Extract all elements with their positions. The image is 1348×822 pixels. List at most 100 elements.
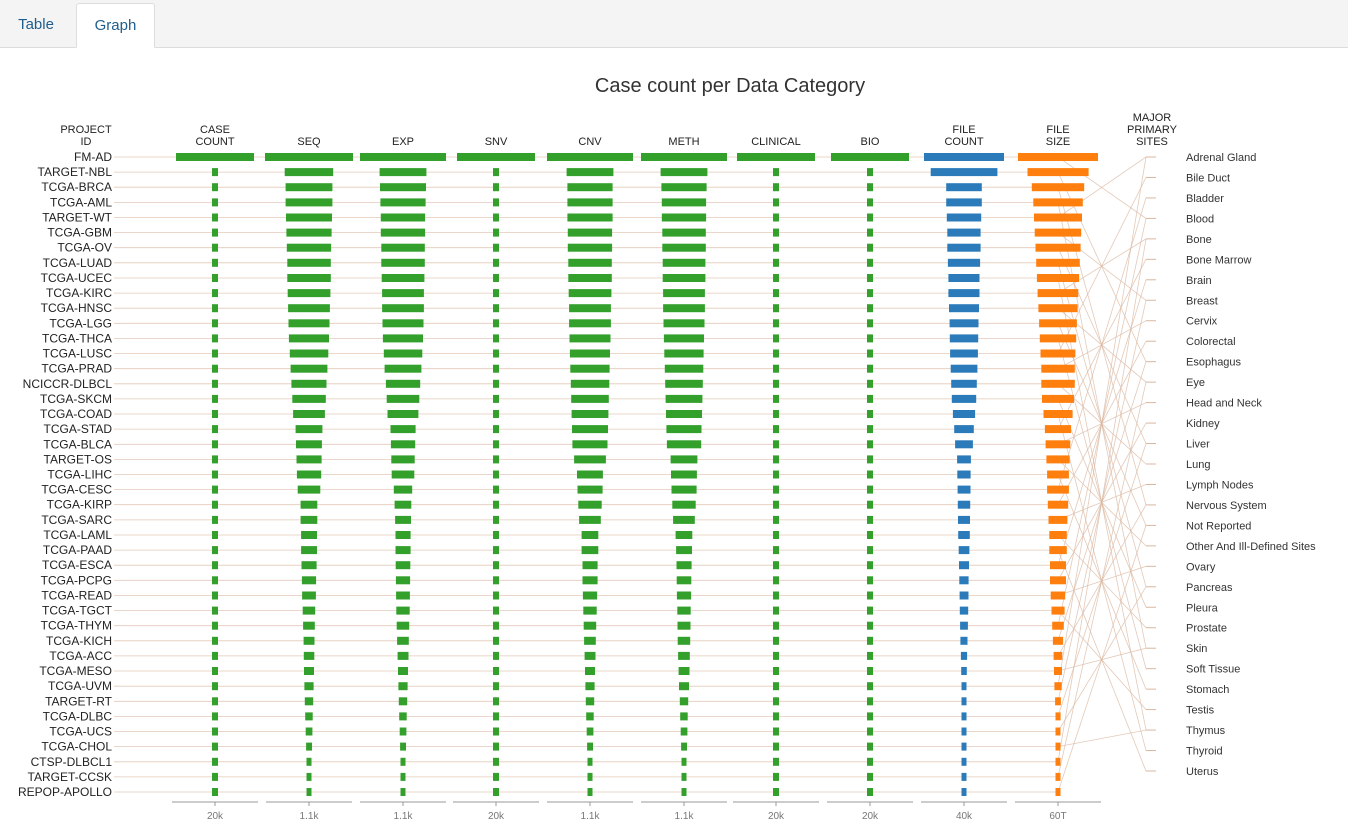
data-bar[interactable]	[867, 651, 873, 660]
data-bar[interactable]	[679, 697, 689, 706]
data-bar[interactable]	[493, 334, 499, 343]
data-bar[interactable]	[951, 394, 977, 403]
data-bar[interactable]	[867, 546, 873, 555]
data-bar[interactable]	[493, 425, 499, 434]
data-bar[interactable]	[773, 757, 779, 766]
data-bar[interactable]	[493, 183, 499, 192]
data-bar[interactable]	[303, 651, 315, 660]
data-bar[interactable]	[773, 394, 779, 403]
data-bar[interactable]	[867, 168, 873, 177]
data-bar[interactable]	[301, 561, 317, 570]
data-bar[interactable]	[867, 410, 873, 418]
data-bar[interactable]	[663, 319, 705, 328]
data-bar[interactable]	[493, 546, 499, 555]
data-bar[interactable]	[400, 757, 406, 766]
data-bar[interactable]	[493, 394, 499, 403]
data-bar[interactable]	[773, 500, 779, 509]
data-bar[interactable]	[867, 682, 873, 691]
data-bar[interactable]	[493, 349, 499, 358]
data-bar[interactable]	[680, 727, 688, 736]
data-bar[interactable]	[569, 349, 610, 358]
data-bar[interactable]	[212, 651, 218, 660]
data-bar[interactable]	[681, 757, 687, 766]
data-bar[interactable]	[493, 198, 499, 207]
data-bar[interactable]	[773, 228, 779, 237]
data-bar[interactable]	[867, 379, 873, 388]
data-bar[interactable]	[867, 455, 873, 464]
data-bar[interactable]	[773, 788, 779, 796]
data-bar[interactable]	[212, 168, 218, 177]
data-bar[interactable]	[287, 258, 331, 267]
data-bar[interactable]	[1048, 515, 1068, 524]
data-bar[interactable]	[663, 304, 705, 313]
data-bar[interactable]	[678, 667, 690, 675]
data-bar[interactable]	[493, 561, 499, 570]
data-bar[interactable]	[773, 546, 779, 555]
data-bar[interactable]	[773, 349, 779, 358]
data-bar[interactable]	[380, 183, 426, 192]
data-bar[interactable]	[867, 591, 873, 600]
data-bar[interactable]	[300, 515, 318, 524]
data-bar[interactable]	[1039, 319, 1077, 328]
data-bar[interactable]	[946, 198, 982, 207]
data-bar[interactable]	[773, 455, 779, 464]
data-bar[interactable]	[955, 440, 973, 449]
data-bar[interactable]	[305, 727, 313, 736]
data-bar[interactable]	[395, 515, 411, 524]
data-bar[interactable]	[493, 757, 499, 766]
data-bar[interactable]	[304, 697, 314, 706]
data-bar[interactable]	[950, 349, 978, 358]
data-bar[interactable]	[286, 228, 332, 237]
data-bar[interactable]	[957, 470, 971, 479]
data-bar[interactable]	[773, 682, 779, 691]
data-bar[interactable]	[773, 727, 779, 736]
data-bar[interactable]	[958, 515, 970, 524]
data-bar[interactable]	[867, 228, 873, 237]
data-bar[interactable]	[396, 621, 410, 630]
data-bar[interactable]	[1044, 425, 1072, 434]
data-bar[interactable]	[949, 334, 979, 343]
data-bar[interactable]	[586, 727, 594, 736]
data-bar[interactable]	[1050, 591, 1066, 600]
data-bar[interactable]	[572, 440, 608, 449]
data-bar[interactable]	[1034, 213, 1082, 222]
data-bar[interactable]	[1018, 153, 1098, 161]
data-bar[interactable]	[212, 410, 218, 418]
data-bar[interactable]	[946, 183, 982, 192]
data-bar[interactable]	[961, 697, 967, 706]
data-bar[interactable]	[867, 772, 873, 781]
data-bar[interactable]	[579, 515, 601, 524]
data-bar[interactable]	[1034, 228, 1082, 237]
data-bar[interactable]	[493, 274, 499, 282]
data-bar[interactable]	[396, 591, 410, 600]
data-bar[interactable]	[393, 485, 413, 494]
data-bar[interactable]	[867, 349, 873, 358]
data-bar[interactable]	[212, 379, 218, 388]
data-bar[interactable]	[577, 470, 603, 479]
data-bar[interactable]	[585, 682, 595, 691]
data-bar[interactable]	[961, 712, 967, 721]
data-bar[interactable]	[681, 788, 687, 796]
data-bar[interactable]	[395, 561, 411, 570]
data-bar[interactable]	[288, 319, 330, 328]
data-bar[interactable]	[578, 500, 602, 509]
data-bar[interactable]	[1046, 455, 1070, 464]
data-bar[interactable]	[773, 198, 779, 207]
data-bar[interactable]	[662, 258, 706, 267]
data-bar[interactable]	[302, 606, 316, 615]
data-bar[interactable]	[493, 621, 499, 630]
data-bar[interactable]	[212, 757, 218, 766]
data-bar[interactable]	[1033, 198, 1083, 207]
data-bar[interactable]	[493, 440, 499, 449]
data-bar[interactable]	[493, 682, 499, 691]
data-bar[interactable]	[583, 606, 597, 615]
data-bar[interactable]	[379, 168, 427, 177]
data-bar[interactable]	[493, 455, 499, 464]
data-bar[interactable]	[831, 153, 909, 161]
data-bar[interactable]	[666, 410, 702, 418]
data-bar[interactable]	[867, 470, 873, 479]
data-bar[interactable]	[1055, 712, 1061, 721]
data-bar[interactable]	[586, 712, 594, 721]
data-bar[interactable]	[583, 621, 597, 630]
data-bar[interactable]	[390, 440, 416, 449]
